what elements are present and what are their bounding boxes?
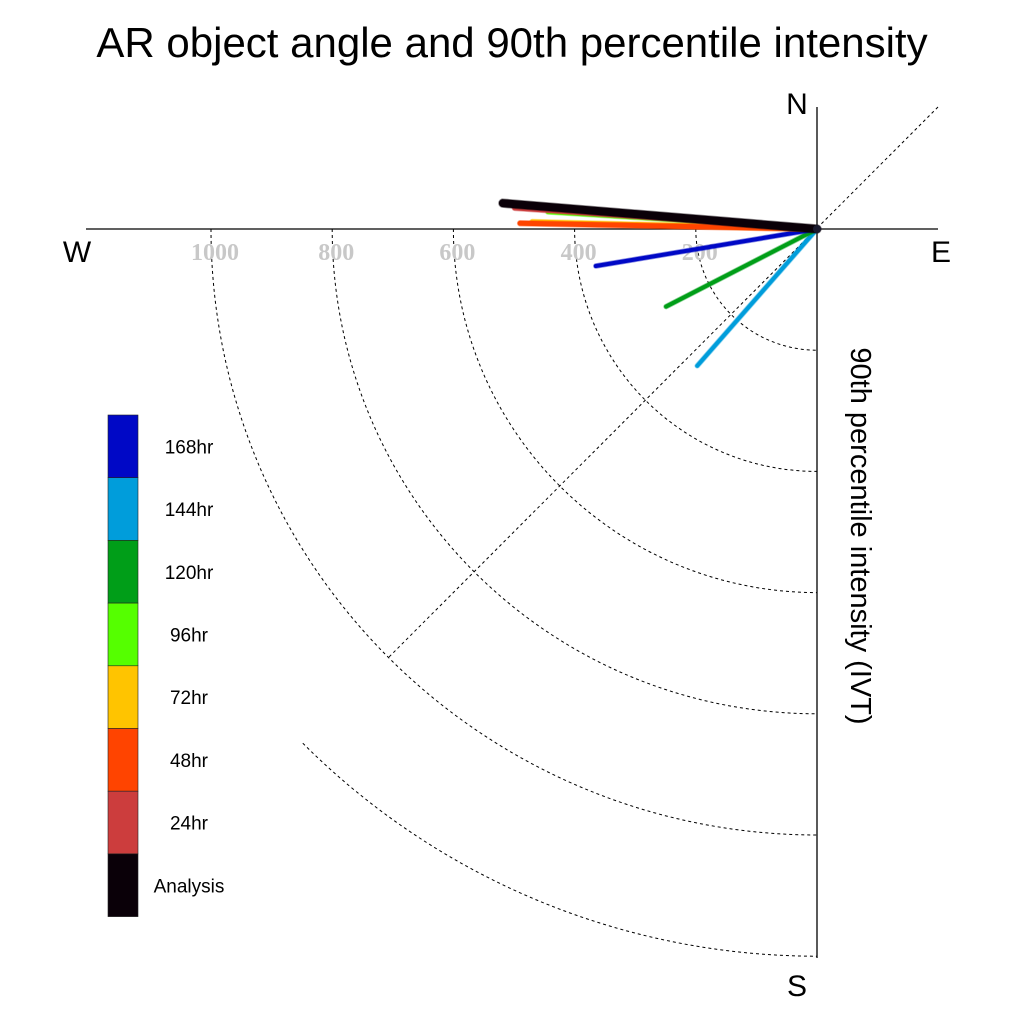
legend: 168hr 144hr 120hr 96hr 72hr 48hr 24hr Analysis [107,414,225,917]
radial-grid [210,228,818,957]
tick-label: 1000 [191,240,239,266]
tick-label: 400 [561,240,597,266]
vector-144hr [695,227,819,368]
legend-swatch-96hr [107,602,139,667]
tick-label: 800 [318,240,354,266]
legend-swatch-24hr [107,790,139,855]
legend-swatch-analysis [107,853,139,917]
legend-label-144hr: 144hr [165,500,214,521]
legend-swatch-48hr [107,728,139,792]
grid-arc-1000 [210,228,818,836]
legend-swatch-144hr [107,477,139,541]
chart-title: AR object angle and 90th percentile inte… [96,19,927,66]
legend-label-72hr: 72hr [170,688,209,709]
legend-label-48hr: 48hr [170,751,209,772]
origin-dot [813,225,821,233]
grid-arc-800 [331,228,818,715]
compass-south: S [787,970,807,1003]
grid-arc-outer [302,742,818,957]
grid-arc-400 [574,228,818,472]
intensity-vectors [498,198,822,369]
y-axis-label: 90th percentile intensity (IVT) [844,347,876,724]
legend-label-24hr: 24hr [170,814,209,835]
compass-north: N [786,88,808,121]
diagonal-guide [387,106,939,659]
vector-168hr [593,227,819,269]
legend-label-analysis: Analysis [154,876,225,897]
grid-arc-200 [695,228,818,351]
legend-label-168hr: 168hr [165,437,214,458]
vector-analysis [498,199,821,233]
legend-swatch-168hr [107,414,139,479]
compass-west: W [63,236,92,269]
tick-label: 200 [682,240,718,266]
grid-arc-600 [452,228,818,594]
radial-tick-labels: 200 400 600 800 1000 [191,240,718,266]
legend-label-96hr: 96hr [170,625,209,646]
vector-120hr [664,227,819,309]
legend-swatch-72hr [107,665,139,729]
tick-label: 600 [439,240,475,266]
legend-label-120hr: 120hr [165,563,214,584]
compass-east: E [931,236,951,269]
legend-swatch-120hr [107,540,139,604]
